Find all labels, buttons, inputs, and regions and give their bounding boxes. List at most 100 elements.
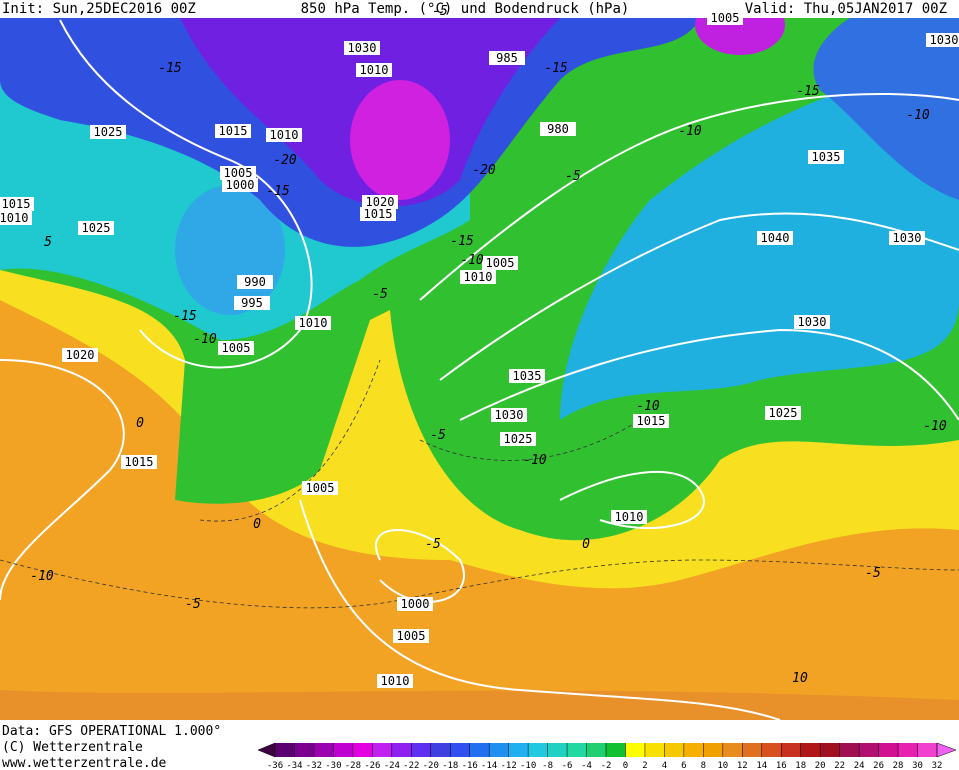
colorbar-label: -24 [384, 761, 400, 770]
isotherm-label: -10 [906, 108, 930, 123]
colorbar-label: 14 [756, 761, 767, 770]
colorbar-label: 8 [701, 761, 706, 770]
colorbar-swatch [333, 743, 354, 757]
colorbar-label: 4 [662, 761, 667, 770]
colorbar-swatch [878, 743, 899, 757]
colorbar-label: 28 [893, 761, 904, 770]
isobar-label-box [218, 341, 254, 355]
isobar-label: 1025 [82, 221, 111, 235]
isotherm-label: -10 [30, 569, 54, 584]
colorbar-swatch [683, 743, 704, 757]
isobar-label-box [234, 296, 270, 310]
isotherm-label: -10 [523, 453, 547, 468]
colorbar-label: -2 [601, 761, 612, 770]
isobar-label-box [509, 369, 545, 383]
isobar-label: 1000 [401, 597, 430, 611]
colorbar-label: -28 [345, 761, 361, 770]
isobar-label-box [393, 629, 429, 643]
isobar-label-box [0, 197, 34, 211]
colorbar-label: -4 [581, 761, 592, 770]
colorbar-swatch [625, 743, 646, 757]
isobar-label-box [765, 406, 801, 420]
isobar-label: 1005 [224, 166, 253, 180]
isobar-label-box [78, 221, 114, 235]
colorbar-label: 26 [873, 761, 884, 770]
isobar-label-box [121, 455, 157, 469]
isotherm-label: -15 [173, 309, 197, 324]
isobar [559, 470, 705, 529]
isobar-label-box [491, 408, 527, 422]
isotherm-label: -15 [450, 234, 474, 249]
isotherm-label: 0 [582, 537, 590, 552]
colorbar-swatch [352, 743, 373, 757]
colorbar-label: 6 [681, 761, 686, 770]
colorbar-swatch [567, 743, 587, 757]
colorbar-swatch [469, 743, 490, 757]
isobar [459, 328, 959, 421]
colorbar-label: 24 [854, 761, 865, 770]
isobar-label: 1015 [364, 207, 393, 221]
isotherm-label: -10 [193, 332, 217, 347]
isotherm-label: -20 [273, 153, 297, 168]
isotherm-label: 5 [44, 235, 52, 250]
isotherm-label: -15 [266, 184, 290, 199]
isobar-label-box [757, 231, 793, 245]
map-title: 850 hPa Temp. (°C) und Bodendruck (hPa) [301, 1, 630, 17]
colorbar-label: -26 [364, 761, 380, 770]
colorbar-label: 18 [795, 761, 806, 770]
colorbar-label: -30 [325, 761, 341, 770]
copyright: (C) Wetterzentrale [2, 740, 143, 755]
colorbar-label: -18 [442, 761, 458, 770]
isobar-label-box [482, 256, 518, 270]
isotherm-label: -10 [460, 253, 484, 268]
isotherm-label: -5 [430, 428, 446, 443]
isobar-label-box [356, 63, 392, 77]
isotherm [419, 419, 641, 461]
isobar-label: 1005 [222, 341, 251, 355]
cold-core [350, 80, 450, 200]
isotherm-label: -5 [865, 566, 881, 581]
colorbar: -36 -34 -32 -30 -28 -26 -24 -22 -20 -18 -16 -14 -12-… [257, 742, 957, 770]
isobar-label-box [295, 316, 331, 330]
isobar-label: 1030 [930, 33, 959, 47]
colorbar-swatch [800, 743, 821, 757]
isobar-label: 1005 [486, 256, 515, 270]
isobar [0, 359, 125, 601]
colorbar-label: 22 [834, 761, 845, 770]
isobar-label: 1025 [94, 125, 123, 139]
isobar-label: 1015 [219, 124, 248, 138]
colorbar-swatch [761, 743, 782, 757]
colorbar-swatch [586, 743, 607, 757]
colorbar-label: -34 [286, 761, 302, 770]
isobar-label: 1030 [348, 41, 377, 55]
isobar-label-box [500, 432, 536, 446]
data-source: Data: GFS OPERATIONAL 1.000° [2, 724, 221, 739]
isobar-label-box [794, 315, 830, 329]
isotherm-label: -15 [796, 84, 820, 99]
isobar-label-box [926, 33, 959, 47]
isobar [419, 93, 959, 301]
colorbar-swatch [898, 743, 918, 757]
colorbar-swatch [391, 743, 412, 757]
colorbar-swatch [664, 743, 685, 757]
isobar-label-box [889, 231, 925, 245]
isobar-label-box [215, 124, 251, 138]
colorbar-label: 20 [815, 761, 826, 770]
colorbar-swatch [313, 743, 334, 757]
isotherm-label: -15 [158, 61, 182, 76]
colorbar-swatch [917, 743, 938, 757]
isobar-label: 1000 [226, 178, 255, 192]
isobar-label: 1010 [270, 128, 299, 142]
isotherm-label: -5 [185, 597, 201, 612]
isobar-label-box [362, 195, 398, 209]
colorbar-label: -22 [403, 761, 419, 770]
isobar-label: 1010 [0, 211, 28, 225]
isobar-label-box [90, 125, 126, 139]
isotherm-label: -10 [678, 124, 702, 139]
isotherm-label: -10 [923, 419, 947, 434]
isobar-label: 1005 [306, 481, 335, 495]
colorbar-label: 32 [932, 761, 943, 770]
colorbar-label: 2 [642, 761, 647, 770]
